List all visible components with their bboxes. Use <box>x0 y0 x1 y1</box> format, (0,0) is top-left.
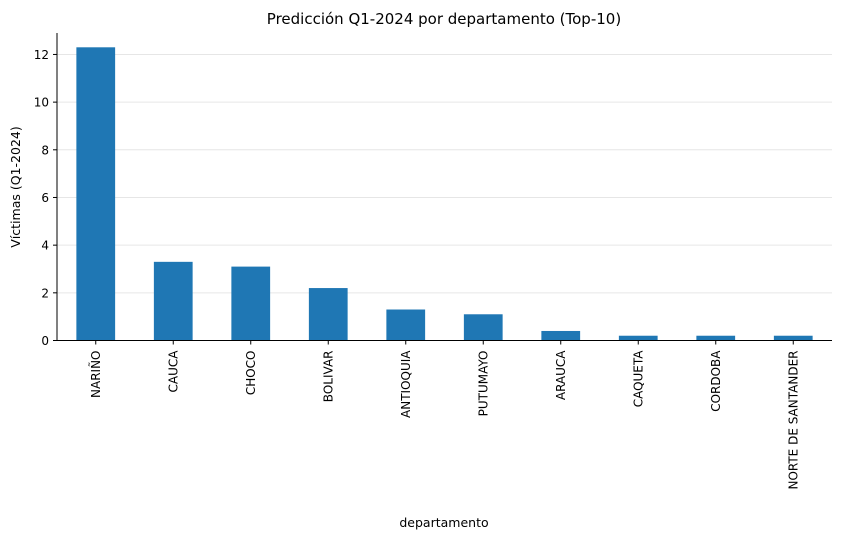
bars-layer <box>76 47 813 341</box>
bar <box>153 261 193 341</box>
bar <box>76 47 116 341</box>
y-tick-label: 0 <box>41 334 49 348</box>
y-tick-label: 12 <box>34 48 49 62</box>
bar <box>463 314 503 341</box>
bar <box>696 335 736 341</box>
bar <box>231 266 271 341</box>
bar <box>386 309 426 341</box>
y-tick-label: 10 <box>34 96 49 110</box>
grid-layer <box>57 53 832 294</box>
chart-title: Predicción Q1-2024 por departamento (Top… <box>267 10 621 28</box>
y-axis-label: Víctimas (Q1-2024) <box>8 126 23 247</box>
bar <box>773 335 813 341</box>
x-tick-label: CHOCO <box>244 351 258 396</box>
x-tick-label: CAUCA <box>166 350 180 393</box>
y-ticks: 0 2 4 6 8 10 12 <box>34 48 57 348</box>
bar <box>618 335 658 341</box>
bar <box>308 288 348 341</box>
x-tick-label: ARAUCA <box>554 350 568 400</box>
x-tick-label: NARIÑO <box>88 351 103 398</box>
bar <box>541 330 581 341</box>
x-tick-label: CORDOBA <box>709 350 723 412</box>
x-tick-label: CAQUETA <box>631 350 645 408</box>
x-tick-label: ANTIOQUIA <box>399 350 413 418</box>
y-tick-label: 4 <box>41 239 49 253</box>
y-tick-label: 8 <box>41 143 49 157</box>
y-tick-label: 2 <box>41 286 49 300</box>
x-tick-label: NORTE DE SANTANDER <box>786 351 800 490</box>
x-tick-label: BOLIVAR <box>321 351 335 403</box>
x-tick-label: PUTUMAYO <box>476 351 490 417</box>
x-ticks: NARIÑO CAUCA CHOCO BOLIVAR ANTIOQUIA PUTUMAYO… <box>88 340 800 490</box>
y-tick-label: 6 <box>41 191 49 205</box>
x-axis-label: departamento <box>399 515 488 530</box>
